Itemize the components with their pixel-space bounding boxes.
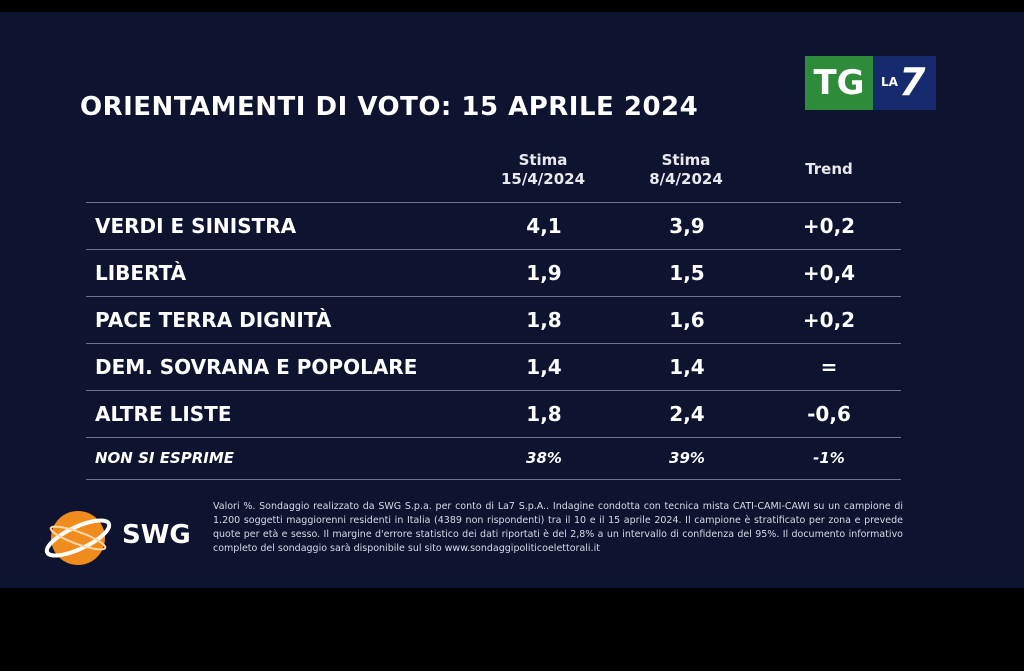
trend-value: +0,4 bbox=[802, 261, 856, 285]
table-divider bbox=[86, 249, 901, 250]
previous-value: 1,4 bbox=[669, 355, 705, 379]
party-name: ALTRE LISTE bbox=[95, 402, 232, 426]
column-header-previous-line1: Stima bbox=[661, 151, 711, 169]
table-row: VERDI E SINISTRA 4,1 3,9 +0,2 bbox=[86, 203, 901, 249]
party-name: PACE TERRA DIGNITÀ bbox=[95, 308, 332, 332]
tg-logo-part: TG bbox=[805, 56, 873, 110]
party-name: VERDI E SINISTRA bbox=[95, 214, 297, 238]
column-header-current: Stima 15/4/2024 bbox=[473, 151, 613, 189]
column-header-previous-line2: 8/4/2024 bbox=[649, 170, 723, 188]
table-row: ALTRE LISTE 1,8 2,4 -0,6 bbox=[86, 391, 901, 437]
table-divider bbox=[86, 343, 901, 344]
methodology-footnote: Valori %. Sondaggio realizzato da SWG S.… bbox=[213, 501, 903, 554]
column-header-current-line1: Stima bbox=[518, 151, 568, 169]
la7-logo-seven: 7 bbox=[899, 60, 926, 104]
la7-logo-part: LA 7 bbox=[873, 56, 936, 110]
previous-value: 1,5 bbox=[669, 261, 705, 285]
trend-value: -0,6 bbox=[807, 402, 851, 426]
table-row: DEM. SOVRANA E POPOLARE 1,4 1,4 = bbox=[86, 344, 901, 390]
column-header-current-line2: 15/4/2024 bbox=[500, 170, 586, 188]
column-header-trend: Trend bbox=[759, 160, 899, 179]
table-row-abstention: NON SI ESPRIME 38% 39% -1% bbox=[86, 438, 901, 484]
table-divider bbox=[86, 296, 901, 297]
tg-la7-logo: TG LA 7 bbox=[805, 56, 936, 110]
abstention-trend: -1% bbox=[813, 449, 845, 467]
table-divider bbox=[86, 437, 901, 438]
previous-value: 3,9 bbox=[669, 214, 705, 238]
swg-logo-text: SWG bbox=[122, 520, 191, 550]
column-header-previous: Stima 8/4/2024 bbox=[616, 151, 756, 189]
current-value: 1,8 bbox=[526, 402, 562, 426]
table-row: PACE TERRA DIGNITÀ 1,8 1,6 +0,2 bbox=[86, 297, 901, 343]
current-value: 1,4 bbox=[526, 355, 562, 379]
page-title: ORIENTAMENTI DI VOTO: 15 APRILE 2024 bbox=[80, 92, 699, 122]
abstention-previous: 39% bbox=[669, 449, 705, 467]
swg-globe-icon bbox=[44, 511, 112, 565]
trend-value: = bbox=[820, 355, 838, 379]
trend-value: +0,2 bbox=[802, 308, 856, 332]
abstention-label: NON SI ESPRIME bbox=[95, 449, 235, 467]
broadcast-screen: ORIENTAMENTI DI VOTO: 15 APRILE 2024 TG … bbox=[0, 12, 1024, 588]
previous-value: 1,6 bbox=[669, 308, 705, 332]
current-value: 1,8 bbox=[526, 308, 562, 332]
table-divider bbox=[86, 390, 901, 391]
trend-value: +0,2 bbox=[802, 214, 856, 238]
party-name: DEM. SOVRANA E POPOLARE bbox=[95, 355, 418, 379]
table-divider bbox=[86, 202, 901, 203]
current-value: 1,9 bbox=[526, 261, 562, 285]
table-row: LIBERTÀ 1,9 1,5 +0,4 bbox=[86, 250, 901, 296]
abstention-current: 38% bbox=[526, 449, 562, 467]
la7-logo-la: LA bbox=[881, 75, 898, 89]
column-header-trend-line1: Trend bbox=[805, 160, 853, 178]
swg-logo: SWG bbox=[44, 502, 204, 572]
current-value: 4,1 bbox=[526, 214, 562, 238]
previous-value: 2,4 bbox=[669, 402, 705, 426]
party-name: LIBERTÀ bbox=[95, 261, 187, 285]
table-divider bbox=[86, 479, 901, 480]
